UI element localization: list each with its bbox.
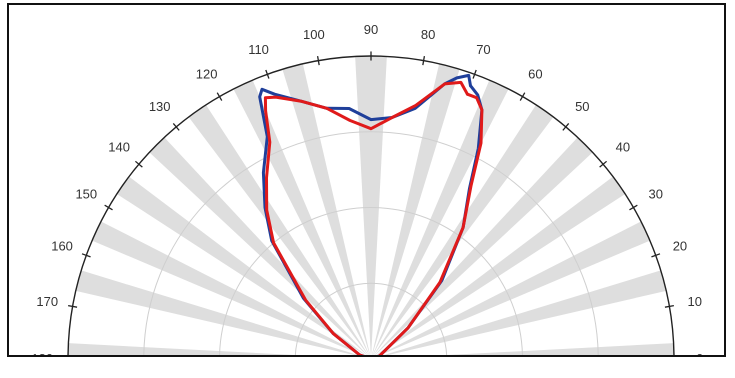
shaded-sector	[75, 270, 358, 355]
tick-mark	[134, 160, 143, 168]
shaded-sector	[371, 63, 460, 355]
tick-label: 90	[364, 22, 378, 37]
tick-label: 30	[648, 187, 662, 202]
radial-grid-circle	[219, 207, 523, 355]
tick-label: 10	[688, 294, 702, 309]
tick-mark	[599, 160, 608, 168]
tick-mark	[172, 122, 180, 131]
data-series	[258, 73, 484, 355]
tick-label: 180	[31, 351, 53, 355]
tick-mark	[104, 204, 113, 211]
shaded-sector	[188, 104, 369, 355]
tick-mark	[422, 56, 426, 66]
polar-chart: 0 10 20 30 40 50 60 70 80 90 100 110 120 130 140 150 160…	[31, 22, 703, 355]
shaded-sector	[355, 56, 387, 355]
tick-mark	[519, 92, 526, 101]
radial-grid	[143, 131, 599, 355]
tick-label: 50	[575, 99, 589, 114]
shaded-sector	[378, 221, 650, 355]
tick-mark	[664, 304, 674, 308]
tick-label: 40	[616, 140, 630, 155]
angular-ticks: 0 10 20 30 40 50 60 70 80 90 100 110 120 130 140 150 160…	[31, 22, 703, 355]
tick-label: 60	[528, 66, 542, 81]
tick-label: 0	[696, 351, 703, 355]
shaded-sector	[372, 80, 509, 355]
tick-label: 120	[196, 66, 218, 81]
tick-label: 100	[303, 27, 325, 42]
tick-label: 70	[476, 42, 490, 57]
shaded-sector	[447, 343, 674, 355]
tick-label: 150	[75, 187, 97, 202]
tick-label: 20	[673, 239, 687, 254]
chart-frame: 0 10 20 30 40 50 60 70 80 90 100 110 120 130 140 150 160…	[7, 3, 726, 357]
shaded-sector	[376, 176, 626, 355]
tick-label: 110	[248, 42, 269, 57]
series-line	[377, 92, 484, 355]
tick-mark	[629, 204, 638, 211]
radial-grid-circle	[294, 282, 448, 355]
tick-mark	[316, 56, 320, 66]
tick-mark	[68, 304, 78, 308]
tick-label: 130	[149, 99, 171, 114]
tick-mark	[81, 253, 91, 258]
shaded-sector	[68, 343, 295, 355]
tick-label: 170	[36, 294, 58, 309]
tick-label: 80	[421, 27, 435, 42]
series-line	[263, 80, 469, 355]
shaded-sector	[384, 270, 667, 355]
tick-mark	[265, 69, 270, 79]
tick-mark	[562, 122, 570, 131]
radial-grid-circle	[143, 131, 599, 355]
shaded-sector	[92, 221, 364, 355]
tick-mark	[472, 69, 477, 79]
tick-label: 140	[108, 140, 130, 155]
tick-mark	[216, 92, 223, 101]
tick-label: 160	[51, 239, 73, 254]
shaded-sector	[149, 137, 368, 355]
tick-mark	[651, 253, 661, 258]
shaded-sector	[116, 176, 366, 355]
shaded-sector	[282, 63, 371, 355]
